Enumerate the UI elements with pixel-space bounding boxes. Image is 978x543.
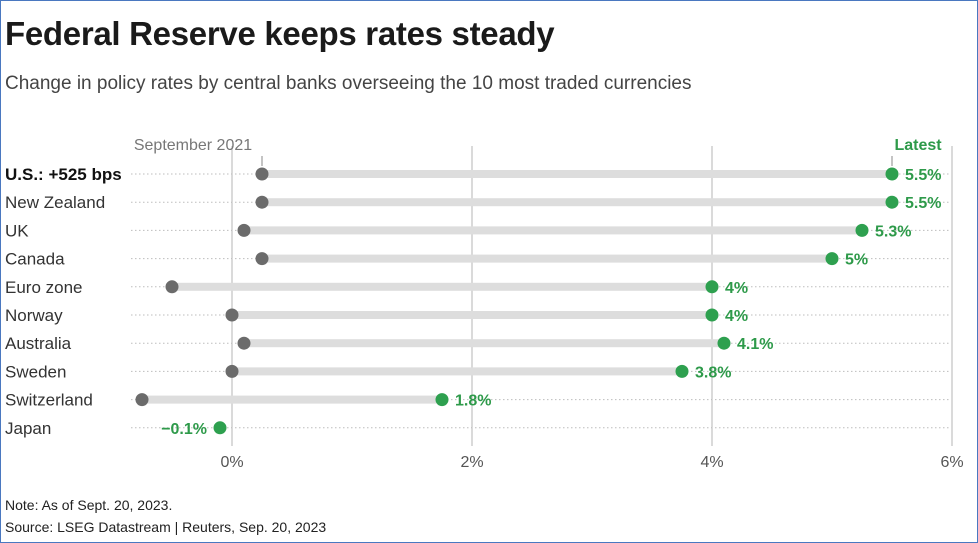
start-dot: [255, 252, 269, 266]
x-tick-label: 2%: [460, 454, 483, 471]
x-tick-label: 0%: [220, 454, 243, 471]
latest-dot: [885, 167, 899, 181]
latest-dot: [717, 336, 731, 350]
latest-value-label: −0.1%: [161, 421, 207, 438]
latest-dot: [885, 195, 899, 209]
range-bar: [262, 254, 832, 263]
start-dot: [225, 364, 239, 378]
latest-dot: [213, 421, 227, 435]
latest-value-label: 3.8%: [695, 364, 731, 381]
chart-note: Note: As of Sept. 20, 2023.: [5, 497, 173, 513]
latest-dot: [435, 393, 449, 407]
range-bar: [262, 198, 892, 207]
row-label: UK: [5, 221, 29, 240]
latest-dot: [675, 364, 689, 378]
dot-range-chart: 0% 2% 4% 6% September 2021 Latest U.S.: +525 b…: [5, 137, 964, 471]
x-tick-label: 4%: [700, 454, 723, 471]
row-label: Norway: [5, 306, 63, 325]
range-bar: [262, 170, 892, 178]
start-dot: [255, 195, 269, 209]
range-bar: [244, 339, 724, 348]
row-label: Sweden: [5, 362, 66, 381]
chart-subtitle: Change in policy rates by central banks …: [5, 73, 692, 94]
latest-value-label: 5.5%: [905, 167, 941, 184]
chart-title: Federal Reserve keeps rates steady: [5, 15, 555, 52]
x-tick-label: 6%: [940, 454, 963, 471]
range-bar: [232, 311, 712, 319]
latest-value-label: 5%: [845, 252, 868, 269]
latest-dot: [825, 252, 839, 266]
latest-dot: [855, 223, 869, 237]
range-bar: [142, 395, 442, 404]
row-label: Japan: [5, 419, 51, 438]
start-series-label: September 2021: [134, 137, 252, 154]
chart-source: Source: LSEG Datastream | Reuters, Sep. …: [5, 519, 327, 535]
row-label: Australia: [5, 334, 72, 353]
latest-value-label: 4.1%: [737, 336, 773, 353]
latest-value-label: 4%: [725, 308, 748, 325]
row-label: Euro zone: [5, 278, 83, 297]
latest-value-label: 5.5%: [905, 195, 941, 212]
range-bar: [232, 367, 682, 376]
row-label: Canada: [5, 250, 65, 269]
latest-series-label: Latest: [894, 137, 942, 154]
latest-value-label: 5.3%: [875, 223, 911, 240]
range-bar: [244, 226, 862, 235]
start-dot: [165, 280, 179, 294]
start-dot: [225, 308, 239, 322]
start-dot: [237, 336, 251, 350]
row-label: U.S.: +525 bps: [5, 165, 122, 184]
latest-dot: [705, 280, 719, 294]
latest-dot: [705, 308, 719, 322]
start-dot: [135, 393, 149, 407]
row-label: New Zealand: [5, 193, 105, 212]
latest-value-label: 1.8%: [455, 393, 491, 410]
row-label: Switzerland: [5, 391, 93, 410]
latest-value-label: 4%: [725, 280, 748, 297]
start-dot: [237, 223, 251, 237]
range-bar: [172, 282, 712, 291]
start-dot: [255, 167, 269, 181]
